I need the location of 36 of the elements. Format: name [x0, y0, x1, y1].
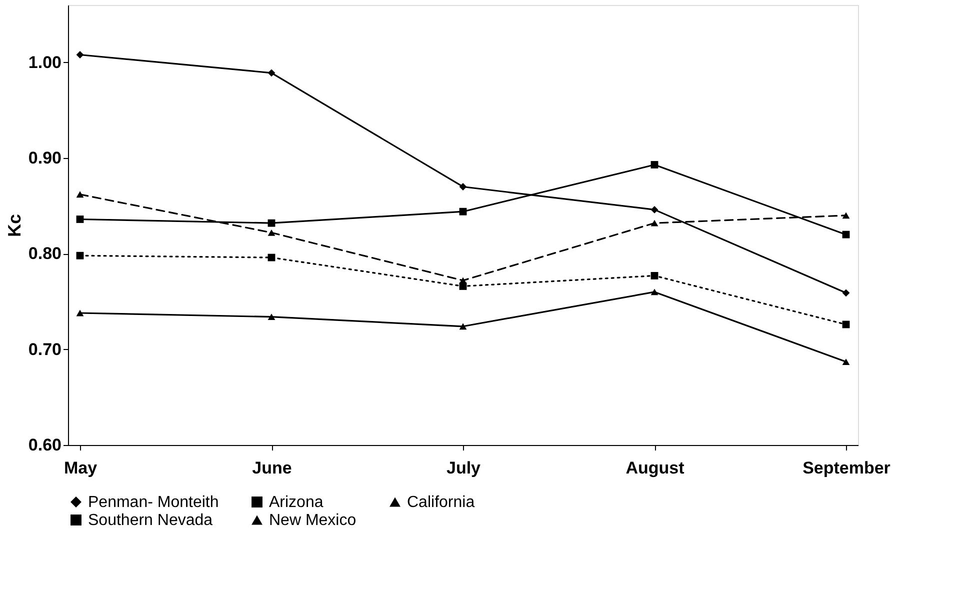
- point: [650, 220, 658, 226]
- x-tick-label: May: [64, 458, 98, 478]
- y-tick-label: 1.00: [28, 52, 62, 72]
- point: [842, 212, 850, 219]
- point: [650, 206, 658, 214]
- y-tick-label: 0.80: [28, 244, 62, 264]
- y-axis-title: Kc: [4, 214, 24, 238]
- point: [268, 314, 276, 320]
- y-tick-label: 0.90: [28, 148, 62, 168]
- point: [268, 69, 276, 77]
- x-tick-label: July: [446, 458, 482, 478]
- x-tick-label: June: [252, 458, 292, 478]
- legend-label: Penman- Monteith: [88, 494, 219, 511]
- point: [76, 252, 84, 260]
- point: [842, 289, 850, 297]
- x-tick-label: August: [626, 458, 685, 478]
- point: [76, 216, 84, 223]
- point: [650, 272, 658, 280]
- point: [650, 288, 658, 296]
- legend-label: California: [407, 494, 475, 511]
- point: [842, 358, 850, 365]
- point: [459, 323, 467, 330]
- point: [268, 229, 276, 236]
- y-tick-label: 0.60: [28, 436, 62, 454]
- point: [76, 310, 84, 316]
- point: [76, 191, 84, 198]
- legend-label: Arizona: [269, 494, 324, 511]
- point: [459, 282, 467, 290]
- y-tick-label: 0.70: [28, 340, 62, 359]
- point: [459, 208, 467, 216]
- x-tick-label: September: [802, 458, 891, 478]
- point: [650, 161, 658, 168]
- point: [842, 230, 850, 238]
- legend-label: Southern Nevada: [88, 512, 213, 529]
- legend-label: New Mexico: [269, 512, 356, 529]
- point: [268, 219, 276, 227]
